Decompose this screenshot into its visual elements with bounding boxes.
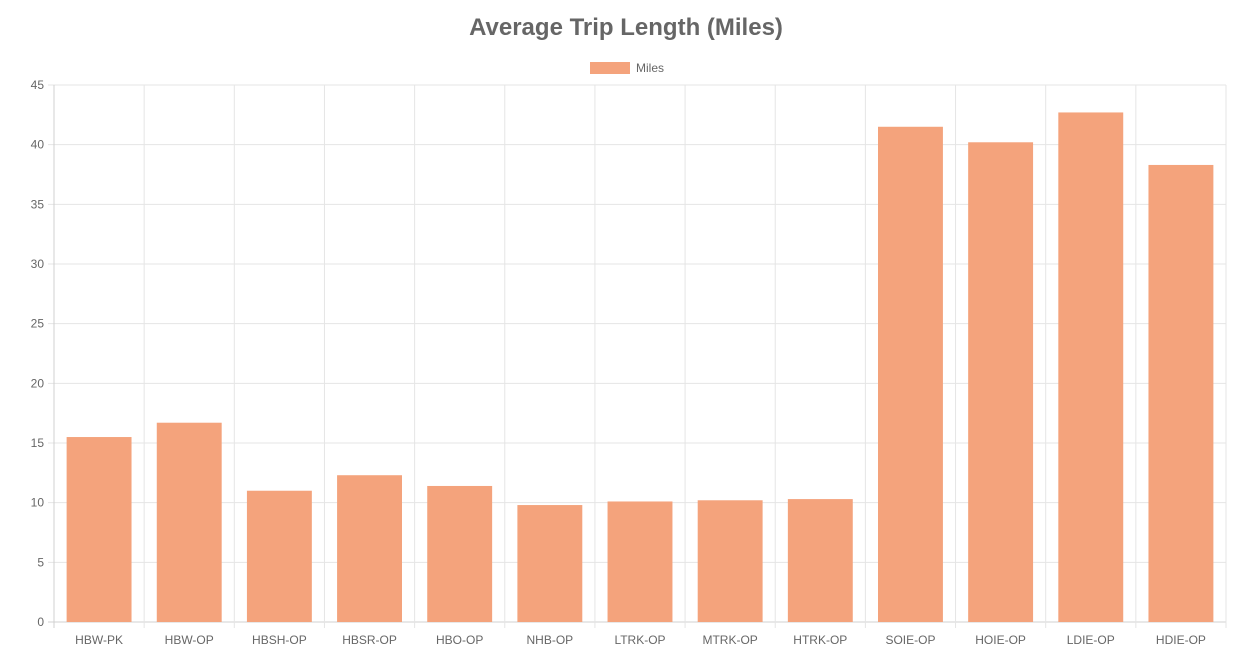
bar[interactable] [878, 126, 943, 623]
bar[interactable] [787, 499, 853, 622]
y-tick-label: 5 [37, 555, 44, 569]
x-tick-label: HTRK-OP [793, 633, 847, 647]
legend[interactable]: Miles [590, 61, 664, 75]
y-tick-label: 30 [31, 257, 45, 271]
y-tick-label: 35 [31, 197, 45, 211]
x-tick-label: NHB-OP [527, 633, 574, 647]
x-tick-label: LDIE-OP [1067, 633, 1115, 647]
bar[interactable] [1148, 164, 1214, 622]
y-tick-label: 25 [31, 317, 45, 331]
y-tick-label: 40 [31, 138, 45, 152]
bar[interactable] [697, 500, 763, 622]
bar[interactable] [246, 490, 312, 622]
x-tick-label: HBW-OP [165, 633, 214, 647]
bar[interactable] [607, 501, 673, 622]
y-tick-label: 20 [31, 376, 45, 390]
x-tick-label: MTRK-OP [702, 633, 757, 647]
bar[interactable] [517, 505, 583, 622]
x-tick-label: HBSR-OP [342, 633, 397, 647]
bar[interactable] [968, 142, 1034, 622]
bar[interactable] [337, 475, 402, 622]
legend-label: Miles [636, 61, 664, 75]
y-axis: 0 5 10 15 20 25 30 35 40 45 [31, 78, 45, 629]
x-tick-label: LTRK-OP [614, 633, 665, 647]
chart-title: Average Trip Length (Miles) [469, 14, 783, 41]
bar[interactable] [1058, 112, 1124, 623]
x-tick-label: SOIE-OP [885, 633, 935, 647]
bars [66, 112, 1214, 623]
bar[interactable] [427, 485, 493, 622]
y-tick-label: 0 [37, 615, 44, 629]
legend-swatch [590, 62, 630, 74]
bar[interactable] [156, 422, 222, 622]
x-tick-label: HDIE-OP [1156, 633, 1206, 647]
y-tick-label: 45 [31, 78, 45, 92]
x-axis: HBW-PK HBW-OP HBSH-OP HBSR-OP HBO-OP NHB-OP LT… [75, 633, 1206, 647]
y-tick-label: 15 [31, 436, 45, 450]
grid [48, 84, 1227, 628]
bar[interactable] [66, 437, 132, 622]
y-tick-label: 10 [31, 496, 45, 510]
x-tick-label: HBSH-OP [252, 633, 307, 647]
x-tick-label: HBW-PK [75, 633, 123, 647]
x-tick-label: HBO-OP [436, 633, 483, 647]
x-tick-label: HOIE-OP [975, 633, 1026, 647]
